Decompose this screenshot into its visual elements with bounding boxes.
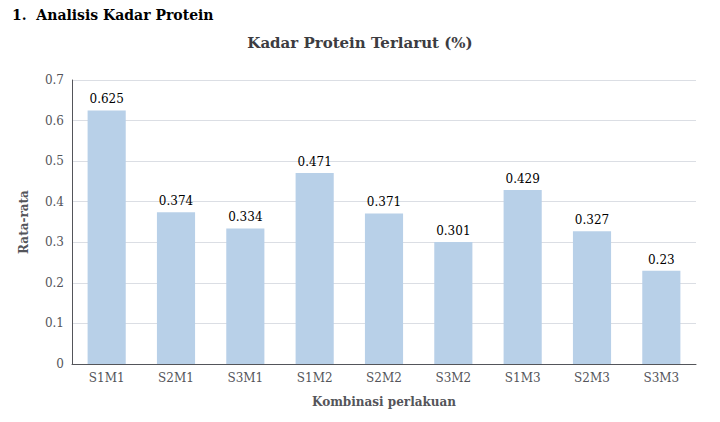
svg-text:0: 0	[56, 357, 64, 371]
svg-text:S2M2: S2M2	[366, 371, 402, 385]
svg-text:0.374: 0.374	[159, 194, 194, 208]
svg-text:0.23: 0.23	[648, 253, 675, 267]
svg-text:0.471: 0.471	[297, 155, 331, 169]
svg-text:Rata-rata: Rata-rata	[17, 190, 31, 254]
svg-text:0.6: 0.6	[45, 114, 64, 128]
svg-text:0.334: 0.334	[228, 210, 263, 224]
svg-text:S3M3: S3M3	[643, 371, 679, 385]
svg-text:0.327: 0.327	[575, 213, 609, 227]
svg-text:0.3: 0.3	[45, 235, 64, 249]
svg-text:0.301: 0.301	[436, 224, 470, 238]
svg-text:0.4: 0.4	[45, 195, 64, 209]
svg-text:S3M1: S3M1	[227, 371, 263, 385]
svg-text:0.7: 0.7	[45, 73, 64, 87]
svg-text:Kombinasi perlakuan: Kombinasi perlakuan	[312, 395, 456, 409]
svg-text:0.429: 0.429	[505, 172, 539, 186]
svg-text:S1M3: S1M3	[505, 371, 541, 385]
svg-text:Kadar Protein Terlarut (%): Kadar Protein Terlarut (%)	[247, 34, 472, 52]
svg-text:0.625: 0.625	[89, 92, 123, 106]
svg-text:1. Analisis Kadar Protein: 1. Analisis Kadar Protein	[12, 7, 214, 23]
svg-text:0.371: 0.371	[367, 195, 401, 209]
svg-text:S2M3: S2M3	[574, 371, 610, 385]
svg-text:S2M1: S2M1	[158, 371, 194, 385]
svg-text:0.1: 0.1	[45, 316, 64, 330]
svg-text:S3M2: S3M2	[435, 371, 471, 385]
svg-text:0.5: 0.5	[45, 154, 64, 168]
svg-text:0.2: 0.2	[45, 276, 64, 290]
svg-text:S1M1: S1M1	[89, 371, 125, 385]
svg-text:S1M2: S1M2	[297, 371, 333, 385]
